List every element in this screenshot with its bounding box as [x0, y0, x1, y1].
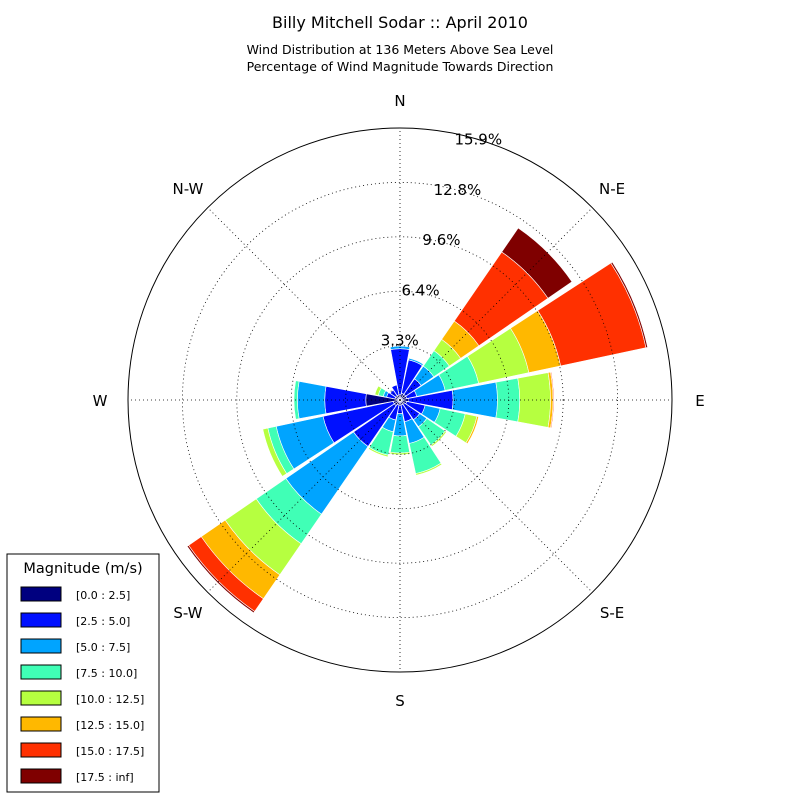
chart-subtitle-line-1: Wind Distribution at 136 Meters Above Se…: [247, 42, 554, 57]
legend: Magnitude (m/s) [0.0 : 2.5] [2.5 : 5.0] [5…: [6, 553, 160, 793]
wind-bar-segment: [430, 430, 447, 447]
direction-label: N: [394, 92, 405, 110]
wind-bar-segment: [408, 357, 424, 366]
legend-label: [7.5 : 10.0]: [76, 667, 137, 680]
legend-label: [15.0 : 17.5]: [76, 745, 144, 758]
outer-frame-circle: [127, 127, 673, 673]
legend-title: Magnitude (m/s): [23, 561, 142, 577]
legend-label: [17.5 : inf]: [76, 771, 134, 784]
chart-title: Billy Mitchell Sodar :: April 2010: [272, 13, 528, 32]
legend-swatch: [20, 742, 62, 758]
legend-label: [10.0 : 12.5]: [76, 693, 144, 706]
direction-label: E: [695, 392, 704, 410]
legend-swatch: [20, 612, 62, 628]
direction-labels: N N-E E S-E S S-W W N-W: [93, 92, 705, 710]
grid-spoke: [399, 399, 593, 593]
legend-swatch: [20, 586, 62, 602]
direction-label: N-E: [599, 180, 625, 198]
wind-bar-segment: [610, 261, 649, 349]
polar-grid: [127, 127, 673, 673]
radial-tick-label: 9.6%: [422, 231, 460, 249]
grid-circle: [181, 181, 619, 619]
legend-label: [12.5 : 15.0]: [76, 719, 144, 732]
direction-label: S-E: [600, 604, 624, 622]
wind-bar-segment: [293, 380, 300, 420]
legend-items: [0.0 : 2.5] [2.5 : 5.0] [5.0 : 7.5] [7.5 : …: [20, 586, 144, 784]
chart-subtitle-line-2: Percentage of Wind Magnitude Towards Dir…: [247, 59, 554, 74]
radial-tick-label: 15.9%: [454, 131, 502, 149]
wind-bar-segment: [389, 389, 398, 398]
legend-swatch: [20, 690, 62, 706]
direction-label: S-W: [173, 604, 202, 622]
wind-bar-segment: [262, 427, 288, 477]
radial-tick-labels: 3.3% 6.4% 9.6% 12.8% 15.9%: [381, 131, 502, 350]
grid-circle: [345, 345, 455, 455]
wind-bar-segment: [415, 462, 443, 476]
wind-bar-segment: [367, 446, 389, 458]
wind-bar-segment: [465, 416, 480, 445]
legend-label: [5.0 : 7.5]: [76, 641, 130, 654]
grid-circle: [236, 236, 564, 564]
legend-swatch: [20, 638, 62, 654]
wind-bar-segment: [186, 544, 256, 614]
radial-tick-label: 6.4%: [401, 282, 439, 300]
direction-label: N-W: [172, 180, 203, 198]
grid-spoke: [207, 207, 401, 401]
wind-bar-segment: [517, 372, 551, 428]
legend-swatch: [20, 716, 62, 732]
wind-bar-segment: [501, 227, 573, 299]
wind-bar-segment: [550, 371, 555, 429]
chart-titles: Billy Mitchell Sodar :: April 2010 Wind …: [247, 13, 554, 74]
wind-bar-segment: [374, 385, 382, 396]
direction-label: S: [395, 692, 405, 710]
direction-label: W: [93, 392, 108, 410]
legend-label: [0.0 : 2.5]: [76, 589, 130, 602]
wind-bar-segment: [391, 384, 400, 397]
legend-swatch: [20, 664, 62, 680]
radial-tick-label: 12.8%: [434, 181, 482, 199]
legend-label: [2.5 : 5.0]: [76, 615, 130, 628]
radial-tick-label: 3.3%: [381, 332, 419, 350]
legend-swatch: [20, 768, 62, 784]
